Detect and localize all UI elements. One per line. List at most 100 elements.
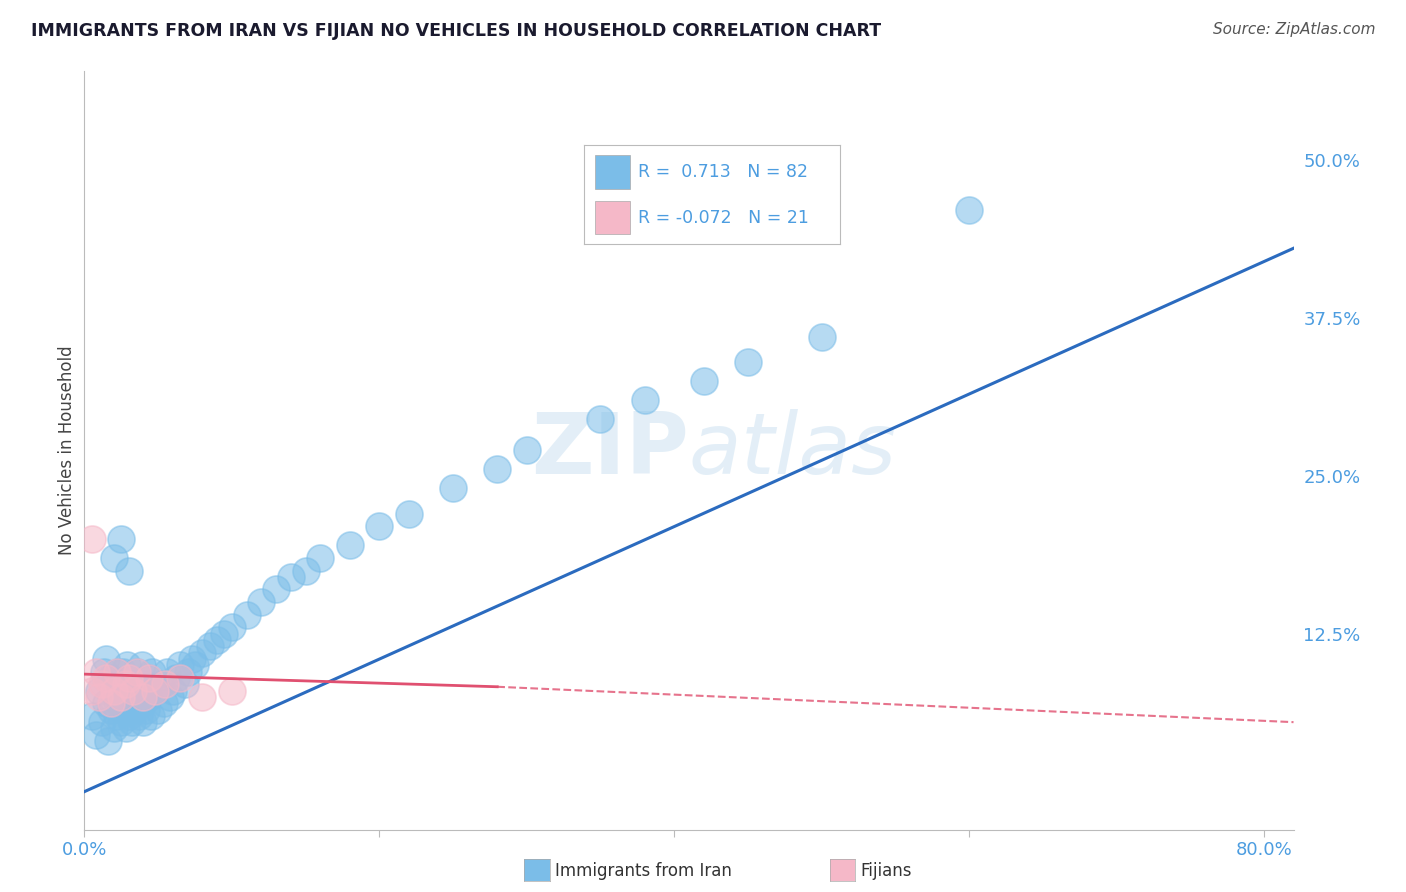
Point — [120, 696, 142, 710]
Point — [97, 734, 120, 748]
Point — [96, 696, 118, 710]
Point — [111, 665, 134, 679]
Point — [128, 708, 150, 723]
Point — [173, 677, 195, 691]
Point — [80, 708, 103, 723]
Point — [87, 683, 110, 698]
Point — [692, 374, 714, 388]
Point — [159, 690, 181, 704]
Point — [105, 708, 128, 723]
Point — [103, 683, 125, 698]
Point — [117, 708, 139, 723]
Text: Fijians: Fijians — [860, 862, 912, 880]
Point — [143, 683, 166, 698]
Point — [221, 620, 243, 634]
Point — [111, 702, 134, 716]
Point — [368, 519, 391, 533]
Point — [150, 677, 173, 691]
Point — [146, 702, 169, 716]
Point — [84, 665, 107, 679]
Point — [176, 665, 198, 679]
Y-axis label: No Vehicles in Household: No Vehicles in Household — [58, 345, 76, 556]
Point — [294, 564, 316, 578]
FancyBboxPatch shape — [595, 201, 630, 235]
Point — [103, 677, 125, 691]
Point — [810, 330, 832, 344]
Point — [132, 715, 155, 730]
FancyBboxPatch shape — [595, 155, 630, 188]
Point — [134, 677, 156, 691]
Point — [122, 677, 145, 691]
Point — [155, 677, 177, 691]
Point — [117, 671, 139, 685]
Point — [100, 696, 122, 710]
Point — [169, 671, 191, 685]
Point — [127, 665, 149, 679]
Point — [80, 532, 103, 546]
Point — [191, 690, 214, 704]
Point — [235, 607, 257, 622]
Point — [132, 690, 155, 704]
Point — [162, 683, 184, 698]
Text: R =  0.713   N = 82: R = 0.713 N = 82 — [638, 162, 808, 181]
Point — [214, 626, 236, 640]
Point — [121, 715, 143, 730]
Point — [91, 715, 114, 730]
Point — [181, 652, 204, 666]
Point — [117, 564, 139, 578]
Point — [91, 677, 114, 691]
Point — [127, 665, 149, 679]
Point — [165, 671, 187, 685]
Point — [634, 392, 657, 407]
Point — [96, 671, 118, 685]
Point — [110, 715, 132, 730]
Point — [136, 671, 159, 685]
Point — [115, 658, 138, 673]
Point — [398, 507, 420, 521]
Point — [80, 683, 103, 698]
Text: ZIP: ZIP — [531, 409, 689, 492]
Point — [131, 658, 153, 673]
Point — [205, 633, 228, 648]
Text: Immigrants from Iran: Immigrants from Iran — [555, 862, 733, 880]
Point — [103, 550, 125, 565]
Point — [110, 677, 132, 691]
Point — [114, 722, 136, 736]
Point — [87, 690, 110, 704]
Point — [107, 690, 129, 704]
Point — [957, 203, 980, 218]
Point — [589, 412, 612, 426]
Point — [169, 658, 191, 673]
Text: IMMIGRANTS FROM IRAN VS FIJIAN NO VEHICLES IN HOUSEHOLD CORRELATION CHART: IMMIGRANTS FROM IRAN VS FIJIAN NO VEHICL… — [31, 22, 882, 40]
Point — [138, 690, 160, 704]
Point — [114, 677, 136, 691]
Point — [280, 570, 302, 584]
Point — [339, 538, 361, 552]
Point — [100, 671, 122, 685]
Point — [250, 595, 273, 609]
Point — [112, 683, 135, 698]
Point — [486, 462, 509, 476]
Point — [138, 671, 160, 685]
Point — [153, 696, 176, 710]
Point — [184, 658, 207, 673]
Point — [96, 652, 118, 666]
Point — [264, 582, 287, 597]
Point — [103, 722, 125, 736]
Point — [198, 640, 221, 654]
Point — [221, 683, 243, 698]
Point — [107, 665, 129, 679]
Text: Source: ZipAtlas.com: Source: ZipAtlas.com — [1212, 22, 1375, 37]
Point — [441, 482, 464, 496]
Point — [100, 702, 122, 716]
Point — [105, 665, 128, 679]
Text: R = -0.072   N = 21: R = -0.072 N = 21 — [638, 209, 808, 227]
Point — [143, 683, 166, 698]
Point — [114, 690, 136, 704]
Point — [135, 702, 157, 716]
Point — [124, 702, 146, 716]
Point — [105, 694, 128, 708]
Point — [117, 671, 139, 685]
Point — [129, 683, 152, 698]
Point — [132, 696, 155, 710]
